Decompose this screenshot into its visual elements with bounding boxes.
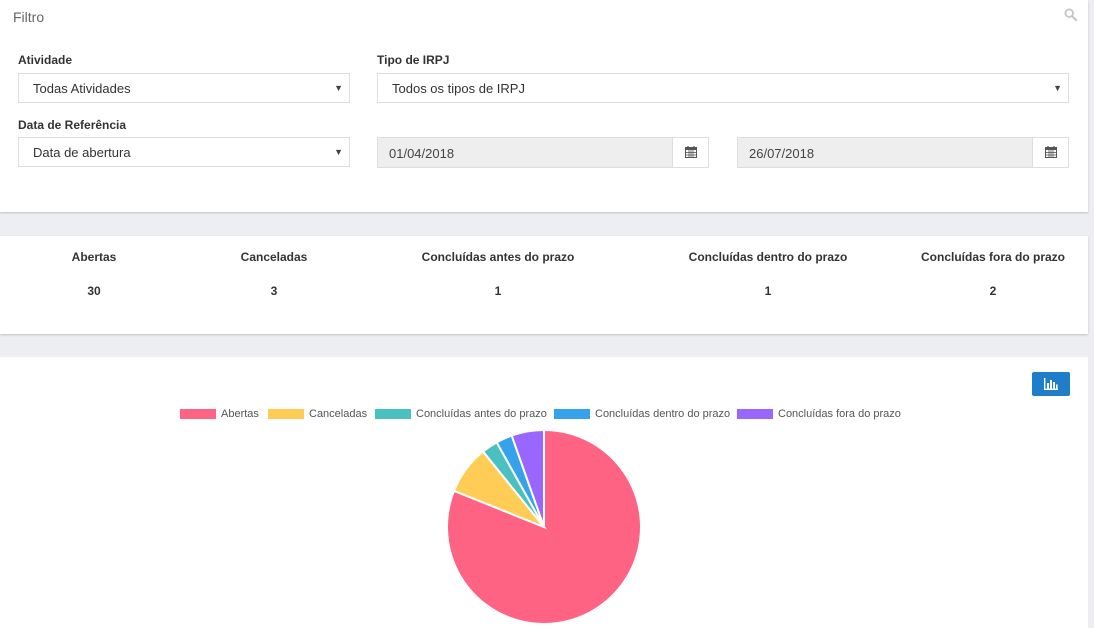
legend-label: Abertas — [221, 408, 259, 420]
data-referencia-label: Data de Referência — [18, 118, 127, 132]
date-end-field[interactable]: 26/07/2018 — [737, 137, 1069, 168]
bar-chart-icon — [1044, 378, 1058, 390]
legend-label: Concluídas fora do prazo — [778, 408, 901, 420]
date-start-field[interactable]: 01/04/2018 — [377, 137, 709, 168]
pie-chart — [446, 428, 642, 625]
stat-label-antes-prazo: Concluídas antes do prazo — [421, 250, 575, 264]
stat-label-canceladas: Canceladas — [240, 250, 308, 264]
stat-value-antes-prazo: 1 — [494, 284, 502, 298]
date-start-calendar-button[interactable] — [672, 138, 708, 167]
tipo-irpj-label: Tipo de IRPJ — [377, 53, 450, 67]
legend-label: Canceladas — [309, 408, 368, 420]
legend-label: Concluídas antes do prazo — [416, 408, 547, 420]
stat-label-dentro-prazo: Concluídas dentro do prazo — [688, 250, 848, 264]
stat-value-canceladas: 3 — [270, 284, 278, 298]
legend-swatch — [554, 409, 590, 419]
legend-item-dentro-prazo[interactable]: Concluídas dentro do prazo — [554, 408, 731, 421]
legend-swatch — [737, 409, 773, 419]
date-start-value: 01/04/2018 — [389, 146, 455, 161]
counts-panel: Abertas 30 Canceladas 3 Concluídas antes… — [0, 236, 1088, 334]
chart-type-button[interactable] — [1032, 372, 1070, 396]
filter-title: Filtro — [13, 9, 45, 25]
atividade-select[interactable]: Todas Atividades ▼ — [18, 73, 350, 103]
search-icon[interactable] — [1064, 8, 1078, 22]
stat-value-fora-prazo: 2 — [989, 284, 997, 298]
atividade-value: Todas Atividades — [33, 81, 131, 96]
date-end-value: 26/07/2018 — [749, 146, 815, 161]
date-end-calendar-button[interactable] — [1032, 138, 1068, 167]
filter-panel: Filtro Atividade Todas Atividades ▼ Tipo… — [0, 0, 1088, 212]
tipo-irpj-select[interactable]: Todos os tipos de IRPJ ▼ — [377, 73, 1069, 103]
chevron-down-icon: ▼ — [334, 147, 343, 157]
chevron-down-icon: ▼ — [1053, 83, 1062, 93]
stat-value-dentro-prazo: 1 — [764, 284, 772, 298]
legend-item-fora-prazo[interactable]: Concluídas fora do prazo — [737, 408, 903, 421]
legend-swatch — [375, 409, 411, 419]
stat-label-abertas: Abertas — [71, 250, 117, 264]
calendar-icon — [1045, 146, 1057, 158]
stat-value-abertas: 30 — [87, 284, 101, 298]
legend-swatch — [268, 409, 304, 419]
tipo-irpj-value: Todos os tipos de IRPJ — [392, 81, 525, 96]
stat-label-fora-prazo: Concluídas fora do prazo — [920, 250, 1066, 264]
chevron-down-icon: ▼ — [334, 83, 343, 93]
legend-item-abertas[interactable]: Abertas — [180, 408, 260, 421]
legend-swatch — [180, 409, 216, 419]
pie-slice-conclu-das-fora-do-prazo[interactable] — [510, 428, 545, 528]
atividade-label: Atividade — [18, 53, 73, 67]
legend-item-canceladas[interactable]: Canceladas — [268, 408, 368, 421]
chart-panel: Abertas Canceladas Concluídas antes do p… — [0, 357, 1088, 628]
legend-label: Concluídas dentro do prazo — [595, 408, 731, 420]
calendar-icon — [685, 146, 697, 158]
data-referencia-value: Data de abertura — [33, 145, 131, 160]
data-referencia-select[interactable]: Data de abertura ▼ — [18, 137, 350, 167]
legend-item-antes-prazo[interactable]: Concluídas antes do prazo — [375, 408, 547, 421]
